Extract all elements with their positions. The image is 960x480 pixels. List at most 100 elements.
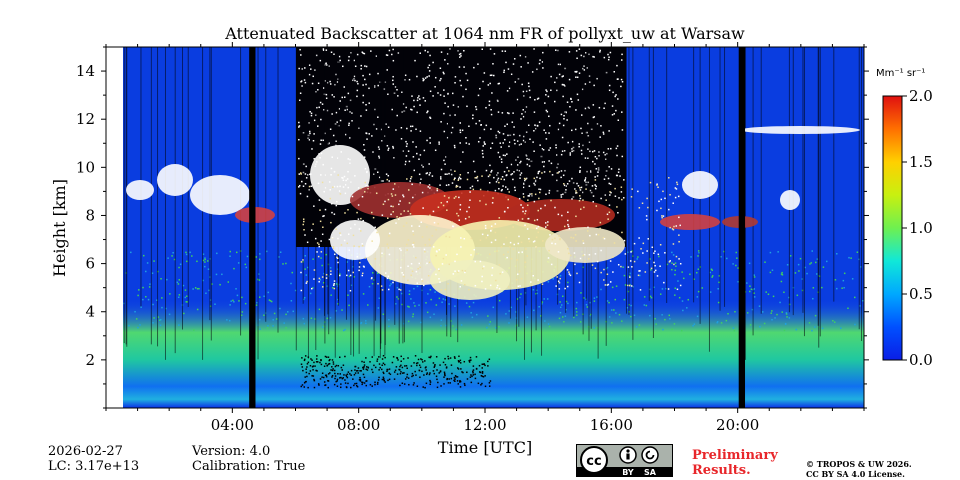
noise-dot (575, 307, 578, 310)
noise-dot (516, 298, 519, 300)
noise-dot (584, 83, 587, 85)
noise-dot (492, 63, 494, 65)
noise-dot (303, 322, 306, 325)
noise-dot (178, 266, 180, 269)
noise-dot (681, 271, 683, 273)
cloud-dot (612, 271, 614, 273)
cloud-dot (640, 248, 642, 250)
noise-dot (499, 142, 502, 144)
low-signal-dot (331, 376, 333, 378)
noise-dot (475, 313, 478, 316)
noise-dot (522, 139, 525, 142)
noise-dot (365, 103, 367, 106)
low-signal-dot (439, 364, 441, 366)
noise-dot (543, 161, 545, 163)
noise-dot (637, 256, 639, 258)
cloud-dot (357, 187, 360, 189)
noise-dot (476, 177, 478, 179)
noise-dot (177, 283, 180, 285)
noise-dot (527, 62, 529, 64)
cloud-dot (617, 171, 620, 173)
noise-dot (194, 287, 197, 289)
noise-dot (613, 309, 615, 311)
noise-dot (417, 97, 419, 99)
cloud-dot (347, 269, 350, 272)
noise-dot (205, 292, 207, 295)
cloud-dot (501, 188, 503, 191)
noise-dot (618, 197, 620, 199)
noise-dot (406, 143, 408, 145)
cloud-dot (541, 283, 544, 285)
cloud-dot (503, 243, 505, 245)
low-signal-dot (311, 375, 313, 377)
noise-dot (687, 298, 690, 301)
low-signal-dot (334, 365, 337, 368)
noise-dot (528, 89, 531, 92)
low-signal-dot (378, 369, 380, 371)
noise-dot (488, 100, 491, 103)
noise-dot (548, 192, 550, 194)
cloud-dot (300, 271, 302, 274)
noise-dot (408, 293, 411, 296)
noise-dot (362, 74, 364, 77)
low-signal-dot (406, 376, 408, 378)
noise-dot (313, 119, 316, 122)
noise-dot (498, 82, 500, 85)
noise-dot (185, 253, 188, 256)
cloud-dot (568, 227, 571, 230)
noise-dot (392, 83, 395, 85)
noise-dot (511, 121, 514, 123)
noise-dot (439, 184, 441, 186)
cloud-dot (418, 262, 421, 265)
noise-dot (312, 258, 314, 260)
noise-dot (628, 275, 631, 277)
noise-dot (563, 321, 565, 323)
noise-dot (196, 260, 198, 263)
noise-dot (508, 310, 511, 312)
noise-dot (326, 64, 328, 66)
noise-dot (186, 301, 188, 303)
data-gap (249, 47, 256, 408)
cloud-dot (422, 207, 424, 209)
noise-dot (413, 287, 415, 290)
noise-dot (599, 136, 601, 138)
noise-dot (185, 301, 188, 303)
noise-dot (386, 54, 389, 57)
low-signal-dot (464, 384, 466, 387)
low-signal-dot (360, 370, 362, 372)
low-signal-dot (352, 378, 354, 380)
noise-dot (546, 110, 549, 113)
noise-dot (567, 302, 569, 305)
noise-dot (543, 129, 545, 131)
low-signal-dot (421, 358, 423, 361)
noise-dot (851, 278, 854, 280)
cloud-dot (504, 223, 507, 225)
low-signal-dot (478, 371, 481, 373)
chart-title: Attenuated Backscatter at 1064 nm FR of … (225, 24, 745, 43)
cc-license-badge: cc BY SA (576, 444, 673, 477)
cloud-dot (446, 173, 448, 175)
low-signal-dot (319, 361, 321, 364)
noise-dot (498, 299, 501, 302)
low-signal-dot (484, 385, 487, 388)
cloud-dot (550, 263, 553, 266)
low-signal-dot (350, 386, 352, 389)
noise-dot (426, 76, 428, 78)
noise-dot (313, 133, 315, 135)
cloud-blob (660, 214, 720, 230)
cloud-dot (375, 192, 378, 195)
cloud-dot (645, 215, 648, 217)
noise-dot (615, 174, 618, 177)
data-gaps (249, 47, 746, 408)
noise-dot (538, 188, 540, 190)
noise-dot (576, 314, 578, 316)
noise-dot (596, 157, 598, 160)
noise-dot (422, 166, 424, 168)
low-signal-dot (429, 356, 432, 359)
noise-dot (769, 271, 772, 274)
low-signal-dot (410, 365, 413, 367)
cloud-dot (376, 231, 378, 234)
noise-dot (482, 145, 485, 147)
noise-dot (333, 53, 335, 55)
noise-dot (608, 56, 610, 58)
